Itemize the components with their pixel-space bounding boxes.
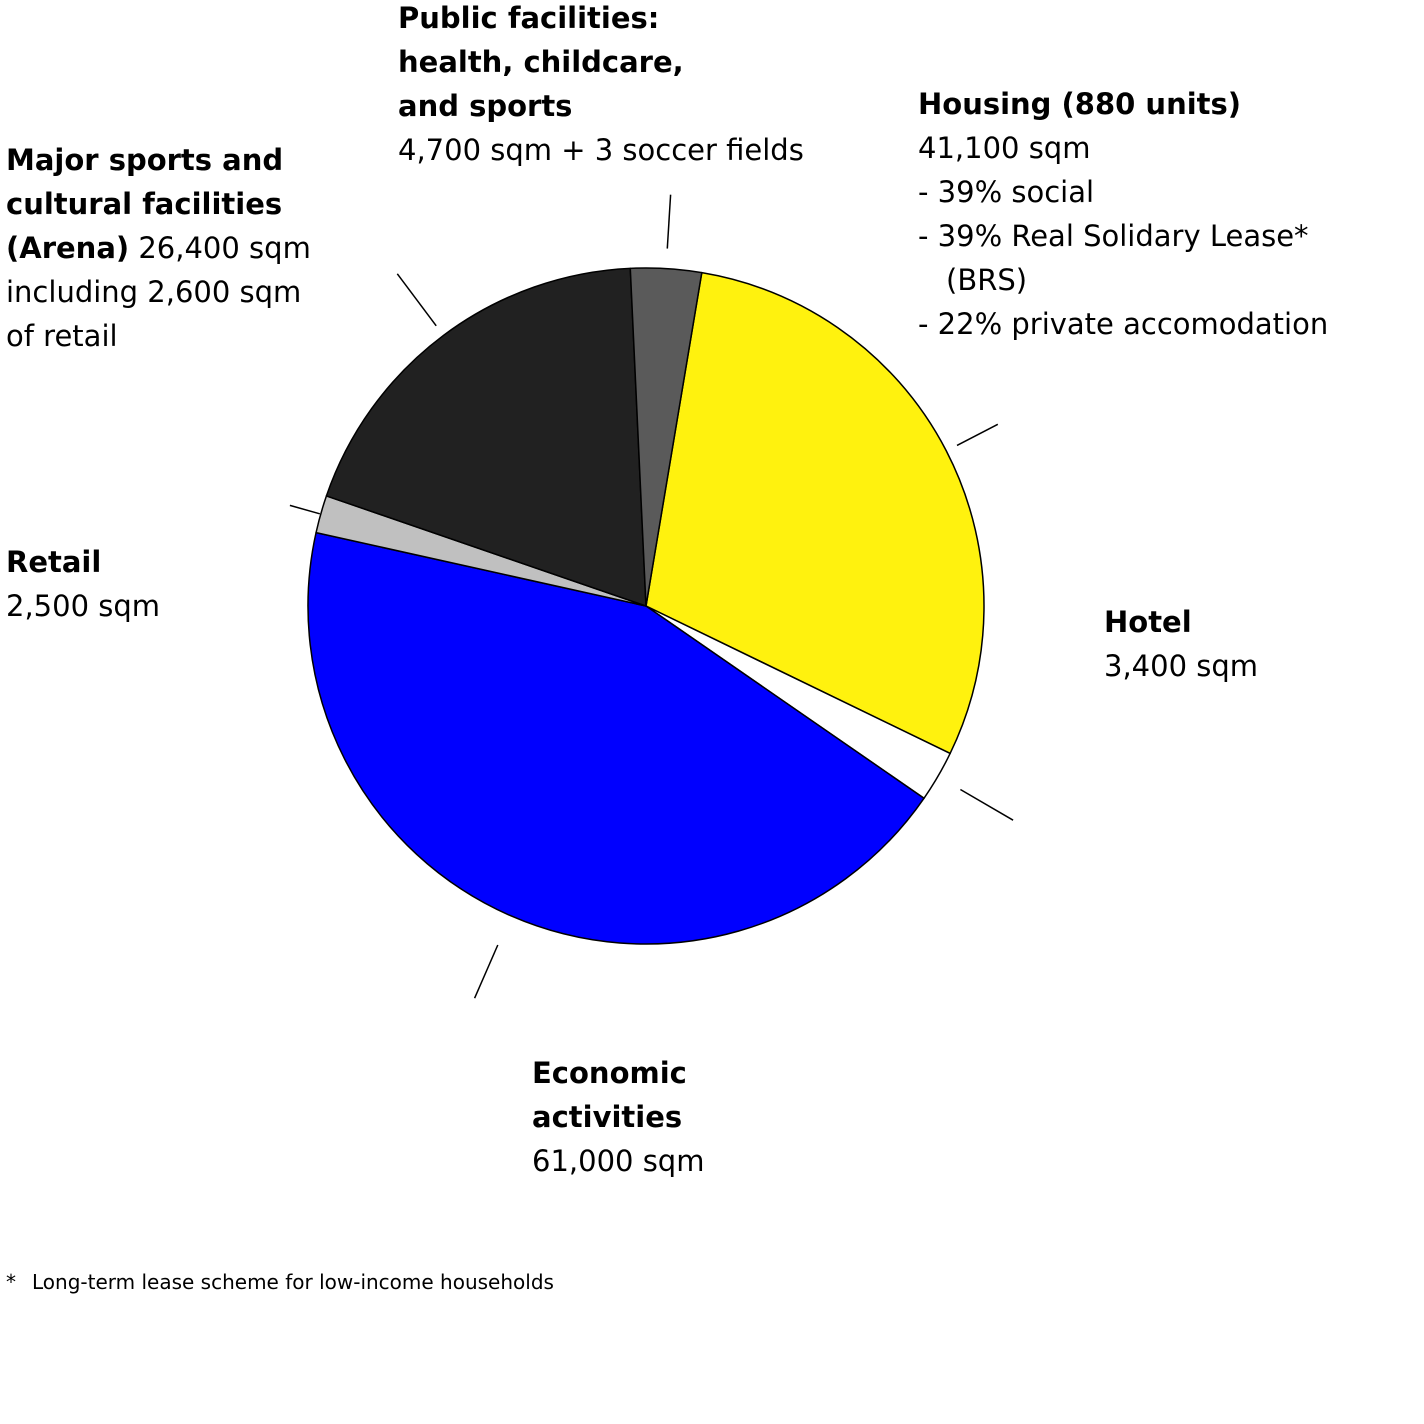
pie-slice-public [629, 267, 703, 607]
label-hotel-title: Hotel [1104, 605, 1192, 639]
label-housing-detail-1: - 39% social [918, 175, 1095, 209]
label-arena-value: 26,400 sqm [138, 231, 311, 265]
leader-line-econ [473, 944, 499, 999]
label-arena: Major sports and cultural facilities (Ar… [6, 138, 311, 358]
label-retail-value: 2,500 sqm [6, 589, 161, 623]
label-arena-title-3: (Arena) [6, 231, 130, 265]
label-housing-value: 41,100 sqm [918, 131, 1091, 165]
label-public-title-2: health, childcare, [398, 45, 684, 79]
label-arena-extra-2: of retail [6, 319, 118, 353]
leader-line-housing [956, 423, 999, 447]
label-arena-title-1: Major sports and [6, 143, 284, 177]
label-retail: Retail 2,500 sqm [6, 540, 160, 628]
leader-line-public [666, 194, 672, 249]
label-housing-detail-4: - 22% private accomodation [918, 307, 1329, 341]
label-public-title-1: Public facilities: [398, 1, 660, 35]
label-housing-title: Housing (880 units) [918, 87, 1242, 121]
label-public-title-3: and sports [398, 89, 573, 123]
label-housing-detail-2: - 39% Real Solidary Lease* [918, 219, 1309, 253]
label-public-value: 4,700 sqm + 3 soccer fields [398, 133, 804, 167]
label-housing-detail-3: (BRS) [946, 263, 1028, 297]
label-hotel-value: 3,400 sqm [1104, 649, 1259, 683]
label-retail-title: Retail [6, 545, 102, 579]
pie-slice-arena [325, 267, 647, 607]
label-econ-title-1: Economic [532, 1056, 687, 1090]
leader-line-hotel [960, 788, 1014, 821]
pie-slice-housing [645, 271, 985, 755]
label-public-facilities: Public facilities: health, childcare, an… [398, 0, 804, 172]
footnote-marker: * [6, 1270, 16, 1294]
label-economic-activities: Economic activities 61,000 sqm [532, 1051, 704, 1183]
label-arena-title-2: cultural facilities [6, 187, 283, 221]
pie-slice-econ [307, 531, 925, 945]
label-econ-value: 61,000 sqm [532, 1144, 705, 1178]
leader-line-retail [289, 504, 321, 515]
footnote-text: Long-term lease scheme for low-income ho… [32, 1270, 554, 1294]
label-arena-extra-1: including 2,600 sqm [6, 275, 302, 309]
label-hotel: Hotel 3,400 sqm [1104, 600, 1258, 688]
footnote: * Long-term lease scheme for low-income h… [6, 1270, 554, 1294]
label-housing: Housing (880 units) 41,100 sqm - 39% soc… [918, 82, 1328, 346]
label-econ-title-2: activities [532, 1100, 683, 1134]
leader-line-arena [396, 273, 437, 327]
